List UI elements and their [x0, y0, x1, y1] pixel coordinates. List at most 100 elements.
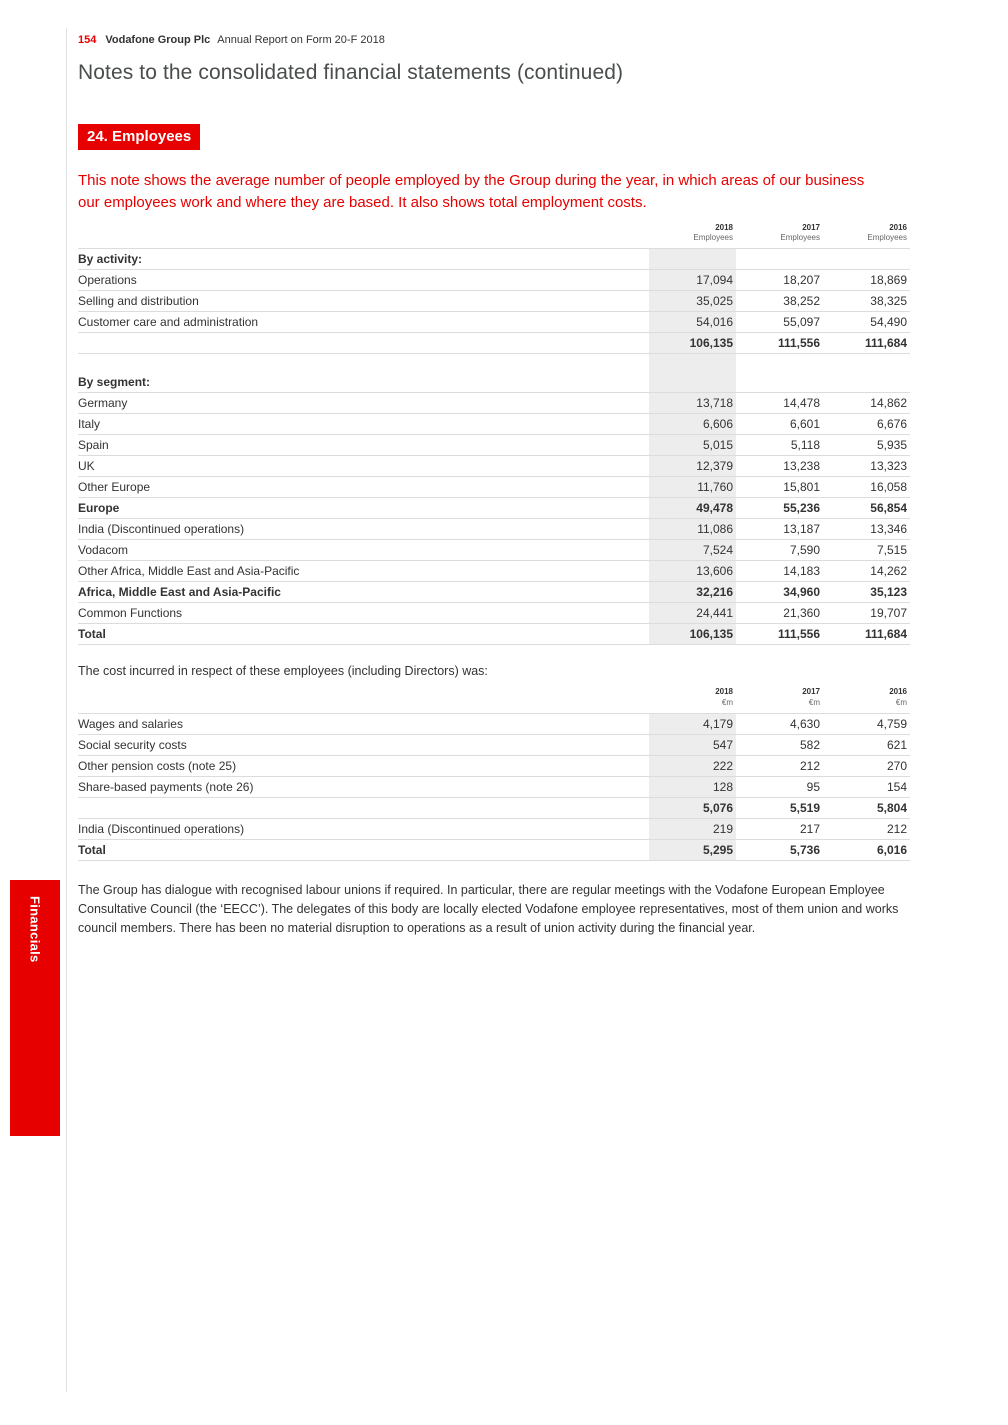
- row-label: Operations: [78, 269, 649, 292]
- cell-value: 106,135: [649, 623, 736, 646]
- column-header-2016: 2016 €m: [823, 685, 910, 715]
- table-row: 106,135 111,556 111,684: [78, 332, 910, 355]
- table-row: By segment:: [78, 371, 910, 394]
- row-label: UK: [78, 455, 649, 478]
- cell-value: 5,295: [649, 839, 736, 862]
- employees-table: 2018 Employees 2017 Employees 2016 Emplo…: [78, 220, 910, 646]
- column-header-2018: 2018 €m: [649, 685, 736, 715]
- row-label: Other Europe: [78, 476, 649, 499]
- cell-value: 13,718: [649, 392, 736, 415]
- cell-value: [736, 354, 823, 372]
- table-row: UK 12,379 13,238 13,323: [78, 455, 910, 478]
- cell-value: 56,854: [823, 497, 910, 520]
- table-row: [78, 353, 910, 372]
- report-title: Annual Report on Form 20-F 2018: [217, 34, 385, 46]
- row-label: Social security costs: [78, 734, 649, 757]
- cell-value: 13,323: [823, 455, 910, 478]
- column-year: 2018: [715, 687, 733, 697]
- cell-value: 13,606: [649, 560, 736, 583]
- cell-value: 6,676: [823, 413, 910, 436]
- sidebar-tab-label: Financials: [27, 896, 43, 963]
- cell-value: 24,441: [649, 602, 736, 625]
- cell-value: 5,076: [649, 797, 736, 820]
- cell-value: 7,515: [823, 539, 910, 562]
- column-year: 2017: [802, 687, 820, 697]
- cell-value: 5,015: [649, 434, 736, 457]
- cell-value: 4,759: [823, 713, 910, 736]
- cell-value: [736, 248, 823, 271]
- left-margin-rule: [66, 28, 67, 1392]
- table-row: Europe 49,478 55,236 56,854: [78, 497, 910, 520]
- row-label: Customer care and administration: [78, 311, 649, 334]
- cell-value: 11,086: [649, 518, 736, 541]
- cell-value: 5,804: [823, 797, 910, 820]
- table-row: Spain 5,015 5,118 5,935: [78, 434, 910, 457]
- cell-value: 35,123: [823, 581, 910, 604]
- cell-value: 55,097: [736, 311, 823, 334]
- row-label: Common Functions: [78, 602, 649, 625]
- cell-value: 217: [736, 818, 823, 841]
- cell-value: 49,478: [649, 497, 736, 520]
- column-header-2017: 2017 Employees: [736, 220, 823, 250]
- cell-value: 212: [736, 755, 823, 778]
- cell-value: 6,606: [649, 413, 736, 436]
- cell-value: [823, 354, 910, 372]
- cell-value: 15,801: [736, 476, 823, 499]
- cell-value: 5,519: [736, 797, 823, 820]
- table-row: Other Europe 11,760 15,801 16,058: [78, 476, 910, 499]
- cell-value: 19,707: [823, 602, 910, 625]
- cell-value: 212: [823, 818, 910, 841]
- cell-value: 35,025: [649, 290, 736, 313]
- table-row: Wages and salaries 4,179 4,630 4,759: [78, 713, 910, 736]
- cell-value: 4,179: [649, 713, 736, 736]
- cell-value: 14,183: [736, 560, 823, 583]
- cell-value: 34,960: [736, 581, 823, 604]
- cell-value: 54,490: [823, 311, 910, 334]
- cell-value: 16,058: [823, 476, 910, 499]
- header-spacer: [78, 220, 649, 250]
- column-unit: €m: [895, 697, 907, 707]
- table-row: Selling and distribution 35,025 38,252 38,3…: [78, 290, 910, 313]
- row-label: [78, 354, 649, 372]
- table-row: Other Africa, Middle East and Asia-Pacif…: [78, 560, 910, 583]
- cell-value: 38,325: [823, 290, 910, 313]
- column-year: 2016: [889, 687, 907, 697]
- cell-value: 18,869: [823, 269, 910, 292]
- cell-value: 11,760: [649, 476, 736, 499]
- cell-value: 111,556: [736, 623, 823, 646]
- table-row: Share-based payments (note 26) 128 95 154: [78, 776, 910, 799]
- column-year: 2018: [715, 222, 733, 232]
- table-row: Customer care and administration 54,016 55…: [78, 311, 910, 334]
- cell-value: 106,135: [649, 332, 736, 355]
- cell-value: 55,236: [736, 497, 823, 520]
- cell-value: 111,556: [736, 332, 823, 355]
- column-unit: Employees: [693, 232, 733, 242]
- cell-value: 128: [649, 776, 736, 799]
- row-label: Germany: [78, 392, 649, 415]
- column-unit: €m: [808, 697, 820, 707]
- cell-value: [823, 248, 910, 271]
- cell-value: 13,238: [736, 455, 823, 478]
- table-row: Social security costs 547 582 621: [78, 734, 910, 757]
- column-unit: Employees: [867, 232, 907, 242]
- table-row: India (Discontinued operations) 11,086 13,…: [78, 518, 910, 541]
- cell-value: 5,736: [736, 839, 823, 862]
- table-row: Vodacom 7,524 7,590 7,515: [78, 539, 910, 562]
- cell-value: 14,262: [823, 560, 910, 583]
- row-label: By segment:: [78, 371, 649, 394]
- cell-value: 32,216: [649, 581, 736, 604]
- table-row: Operations 17,094 18,207 18,869: [78, 269, 910, 292]
- table-header-row: 2018 €m 2017 €m 2016 €m: [78, 685, 910, 715]
- column-year: 2017: [802, 222, 820, 232]
- section-title: Notes to the consolidated financial stat…: [78, 61, 624, 84]
- table-row: Other pension costs (note 25) 222 212 270: [78, 755, 910, 778]
- sidebar-tab-financials[interactable]: Financials: [10, 880, 60, 1136]
- row-label: India (Discontinued operations): [78, 818, 649, 841]
- cell-value: 38,252: [736, 290, 823, 313]
- row-label: Total: [78, 623, 649, 646]
- row-label: Selling and distribution: [78, 290, 649, 313]
- cell-value: 7,590: [736, 539, 823, 562]
- cell-value: [649, 248, 736, 271]
- cell-value: 14,478: [736, 392, 823, 415]
